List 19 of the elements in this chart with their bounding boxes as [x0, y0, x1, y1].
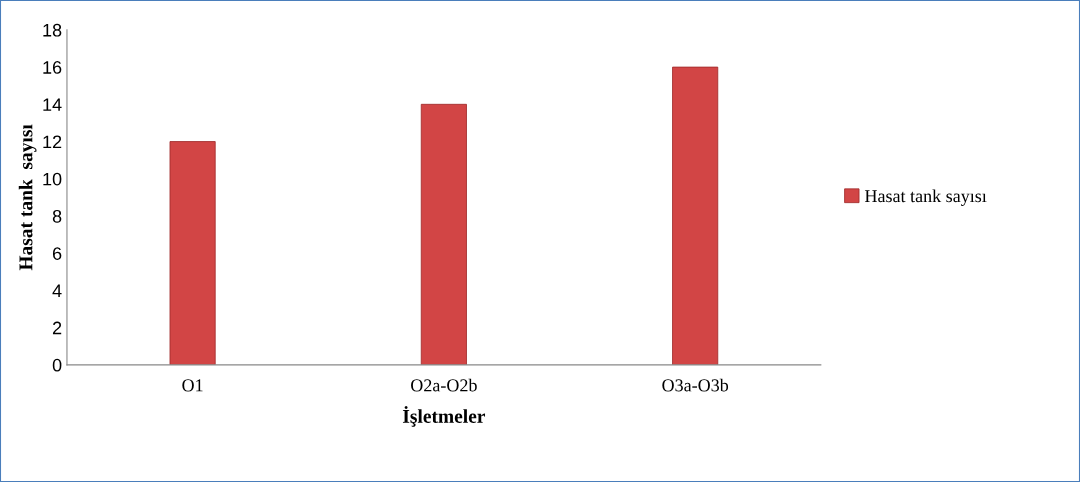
y-axis-title: Hasat tank sayısı	[18, 124, 37, 271]
y-tick-label: 8	[52, 209, 62, 223]
legend-label: Hasat tank sayısı	[864, 189, 987, 206]
x-tick-label: O2a-O2b	[411, 378, 477, 392]
y-tick-label: 16	[43, 61, 62, 74]
x-tick-label: O3a-O3b	[662, 378, 729, 392]
bar	[672, 66, 719, 365]
y-tick-label: 6	[52, 247, 62, 260]
y-tick-label: 12	[43, 135, 62, 149]
x-axis-title: İşletmeler	[402, 406, 486, 427]
x-tick-label: O1	[182, 379, 203, 392]
bar	[420, 103, 467, 365]
y-tick-label: 10	[43, 172, 62, 186]
bar	[169, 141, 216, 365]
y-tick-label: 18	[43, 23, 62, 37]
y-tick-label: 0	[52, 358, 62, 372]
y-tick-label: 2	[52, 321, 62, 335]
y-tick-label: 14	[43, 98, 62, 111]
y-tick-label: 4	[52, 284, 62, 297]
